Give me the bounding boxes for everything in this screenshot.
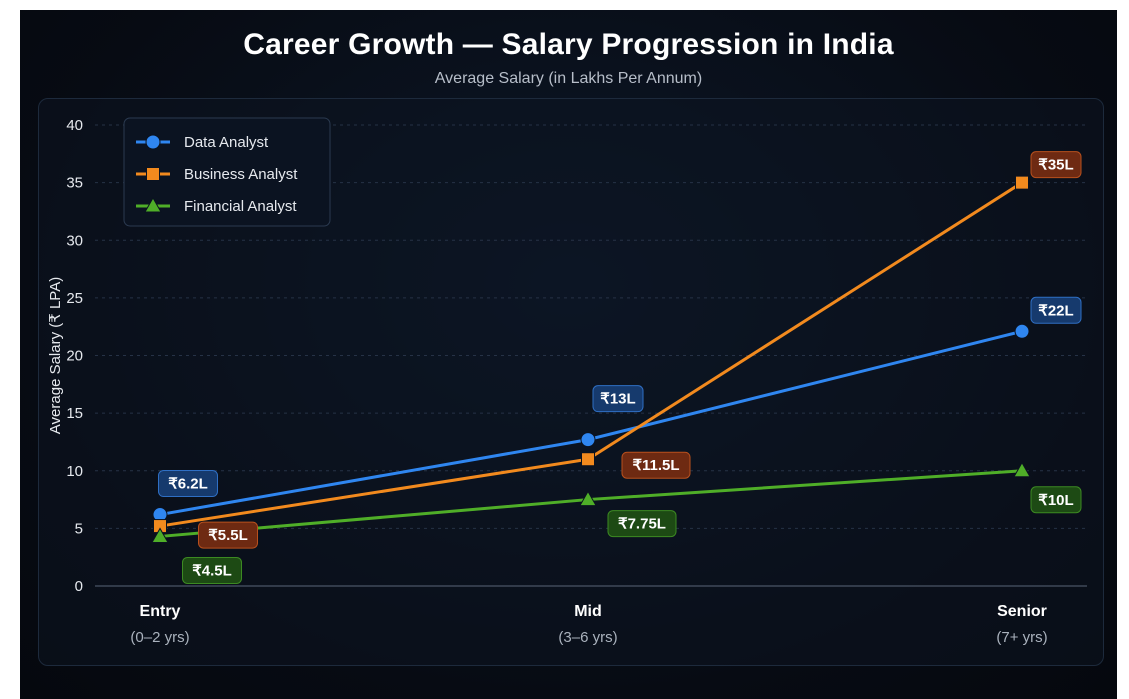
y-tick-label: 5 — [75, 520, 83, 537]
series-markers — [151, 175, 1031, 543]
y-tick-label: 20 — [66, 348, 83, 365]
series-line — [158, 329, 1024, 517]
chart-subtitle: Average Salary (in Lakhs Per Annum) — [434, 70, 703, 87]
x-tick-label: Mid — [574, 603, 602, 620]
y-tick-label: 30 — [66, 232, 83, 249]
legend: Data Analyst Business Analyst Financial An… — [123, 117, 331, 227]
series-line — [158, 181, 1024, 528]
data-label-badge — [182, 556, 242, 584]
data-label: ₹4.5L — [192, 562, 232, 579]
x-tick-label: Entry — [140, 603, 181, 620]
chart-title: Career Growth — Salary Progression in In… — [243, 28, 894, 61]
data-point-marker — [580, 432, 596, 448]
y-tick-label: 15 — [66, 405, 83, 422]
data-label: ₹5.5L — [208, 527, 248, 544]
data-label: ₹35L — [1038, 157, 1073, 174]
chart-frame: Career Growth — Salary Progression in In… — [20, 10, 1117, 699]
data-label-badge — [1030, 296, 1082, 324]
legend-box — [123, 117, 331, 227]
data-label: ₹13L — [600, 391, 635, 408]
data-label-badge — [607, 510, 677, 538]
x-axis: Entry (0–2 yrs) Mid (3–6 yrs) Senior (7+ yrs) — [130, 603, 1047, 646]
x-tick-sublabel: (7+ yrs) — [996, 629, 1047, 646]
data-point-marker — [145, 134, 161, 150]
data-point-marker — [1015, 175, 1029, 190]
x-tick-sublabel: (0–2 yrs) — [130, 629, 189, 646]
data-label: ₹7.75L — [618, 516, 666, 533]
x-tick-sublabel: (3–6 yrs) — [558, 629, 617, 646]
data-labels: ₹6.2L ₹13L ₹22L ₹5.5L ₹11.5L ₹35L ₹4.5L ₹7.75L ₹… — [158, 151, 1082, 584]
data-label-badge — [198, 521, 258, 549]
y-tick-label: 25 — [66, 290, 83, 307]
data-point-marker — [144, 196, 162, 213]
data-label: ₹22L — [1038, 302, 1073, 319]
data-point-marker — [1013, 461, 1031, 478]
series-lines — [158, 181, 1024, 538]
legend-label: Data Analyst — [184, 134, 269, 151]
y-axis-label: Average Salary (₹ LPA) — [47, 277, 64, 434]
data-label: ₹10L — [1038, 492, 1073, 509]
data-label-badge — [158, 470, 218, 498]
legend-label: Business Analyst — [184, 166, 298, 183]
data-label: ₹6.2L — [168, 476, 208, 493]
y-tick-label: 40 — [66, 117, 83, 134]
data-label-badge — [621, 451, 691, 479]
data-label-badge — [592, 385, 644, 413]
data-point-marker — [581, 452, 595, 467]
legend-label: Financial Analyst — [184, 198, 297, 215]
y-tick-label: 0 — [75, 578, 83, 595]
y-tick-label: 35 — [66, 175, 83, 192]
data-point-marker — [146, 167, 160, 181]
data-point-marker — [1014, 323, 1030, 339]
data-label: ₹11.5L — [632, 457, 679, 474]
data-label-badge — [1030, 486, 1082, 514]
y-tick-label: 10 — [66, 463, 83, 480]
y-axis: 0 5 10 15 20 25 30 35 40 — [66, 117, 83, 595]
data-point-marker — [151, 527, 169, 543]
data-point-marker — [579, 490, 597, 507]
x-tick-label: Senior — [997, 603, 1047, 620]
data-label-badge — [1030, 151, 1082, 179]
